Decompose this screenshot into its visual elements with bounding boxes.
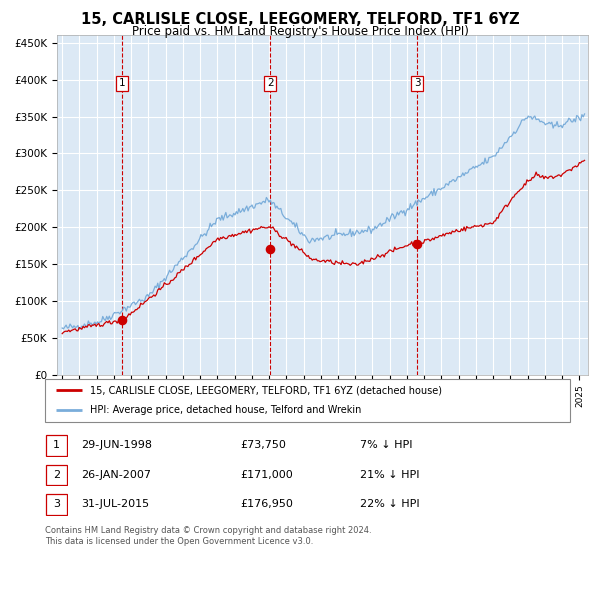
Text: 15, CARLISLE CLOSE, LEEGOMERY, TELFORD, TF1 6YZ (detached house): 15, CARLISLE CLOSE, LEEGOMERY, TELFORD, … (89, 385, 442, 395)
Text: 22% ↓ HPI: 22% ↓ HPI (360, 500, 419, 509)
Text: £73,750: £73,750 (240, 441, 286, 450)
Text: 1: 1 (119, 78, 125, 88)
Text: HPI: Average price, detached house, Telford and Wrekin: HPI: Average price, detached house, Telf… (89, 405, 361, 415)
Text: £171,000: £171,000 (240, 470, 293, 480)
Text: 2: 2 (53, 470, 60, 480)
Text: Price paid vs. HM Land Registry's House Price Index (HPI): Price paid vs. HM Land Registry's House … (131, 25, 469, 38)
Text: 7% ↓ HPI: 7% ↓ HPI (360, 441, 413, 450)
Text: 3: 3 (53, 500, 60, 509)
Text: 26-JAN-2007: 26-JAN-2007 (81, 470, 151, 480)
Point (118, 316, 127, 325)
Text: 3: 3 (413, 78, 420, 88)
Text: 1: 1 (53, 441, 60, 450)
Text: 31-JUL-2015: 31-JUL-2015 (81, 500, 149, 509)
Text: 2: 2 (267, 78, 274, 88)
Text: 21% ↓ HPI: 21% ↓ HPI (360, 470, 419, 480)
Text: £176,950: £176,950 (240, 500, 293, 509)
Text: Contains HM Land Registry data © Crown copyright and database right 2024.
This d: Contains HM Land Registry data © Crown c… (45, 526, 371, 546)
Text: 29-JUN-1998: 29-JUN-1998 (81, 441, 152, 450)
Point (412, 240, 422, 249)
Point (265, 244, 275, 253)
Text: 15, CARLISLE CLOSE, LEEGOMERY, TELFORD, TF1 6YZ: 15, CARLISLE CLOSE, LEEGOMERY, TELFORD, … (80, 12, 520, 27)
